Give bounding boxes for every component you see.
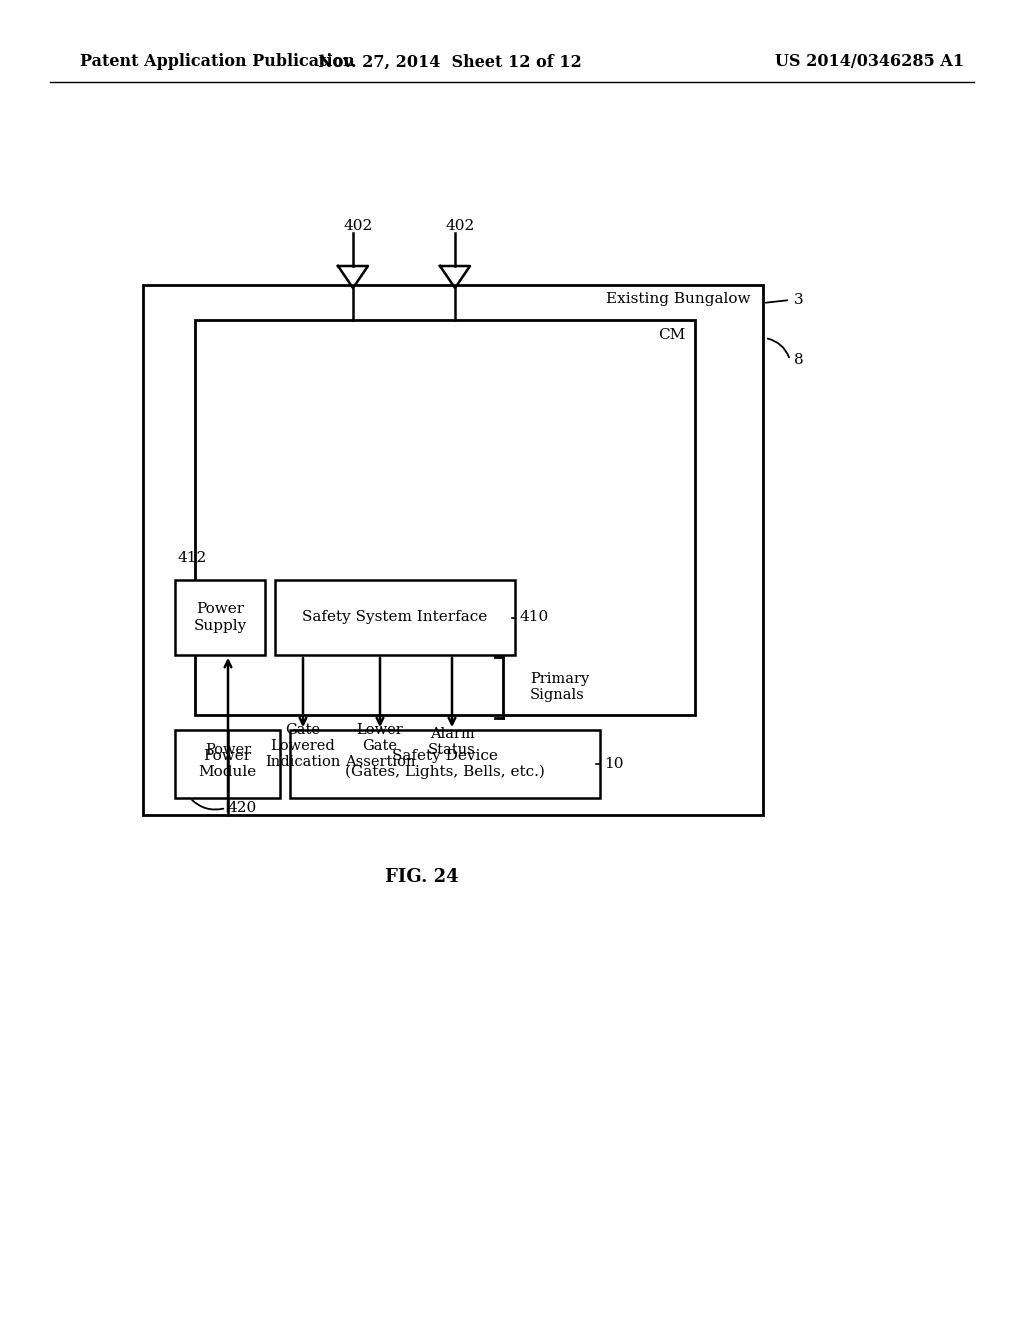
Text: 10: 10 [604,756,624,771]
Text: US 2014/0346285 A1: US 2014/0346285 A1 [775,54,965,70]
Text: 402: 402 [445,219,474,234]
Text: Safety Device
(Gates, Lights, Bells, etc.): Safety Device (Gates, Lights, Bells, etc… [345,748,545,779]
Text: Lower
Gate
Assertion: Lower Gate Assertion [345,723,416,770]
Text: 402: 402 [343,219,373,234]
Bar [175,579,265,655]
Bar [290,730,600,799]
Text: Power
Module: Power Module [199,748,257,779]
Bar [175,730,280,799]
Text: Safety System Interface: Safety System Interface [302,610,487,624]
Text: 3: 3 [794,293,804,308]
Text: CM: CM [657,327,685,342]
Text: Alarm
Status: Alarm Status [428,727,476,756]
Text: 412: 412 [178,550,207,565]
Bar [195,319,695,715]
Text: Existing Bungalow: Existing Bungalow [605,292,750,306]
Bar [275,579,515,655]
Text: Primary
Signals: Primary Signals [530,672,589,702]
Bar [143,285,763,814]
Text: 420: 420 [228,801,257,814]
Text: Power: Power [205,743,251,756]
Text: Nov. 27, 2014  Sheet 12 of 12: Nov. 27, 2014 Sheet 12 of 12 [318,54,582,70]
Text: Power
Supply: Power Supply [194,602,247,632]
Text: FIG. 24: FIG. 24 [385,869,459,886]
Text: Patent Application Publication: Patent Application Publication [80,54,354,70]
Text: 410: 410 [520,610,549,624]
Text: 8: 8 [794,352,804,367]
Text: Gate
Lowered
Indication: Gate Lowered Indication [265,723,341,770]
